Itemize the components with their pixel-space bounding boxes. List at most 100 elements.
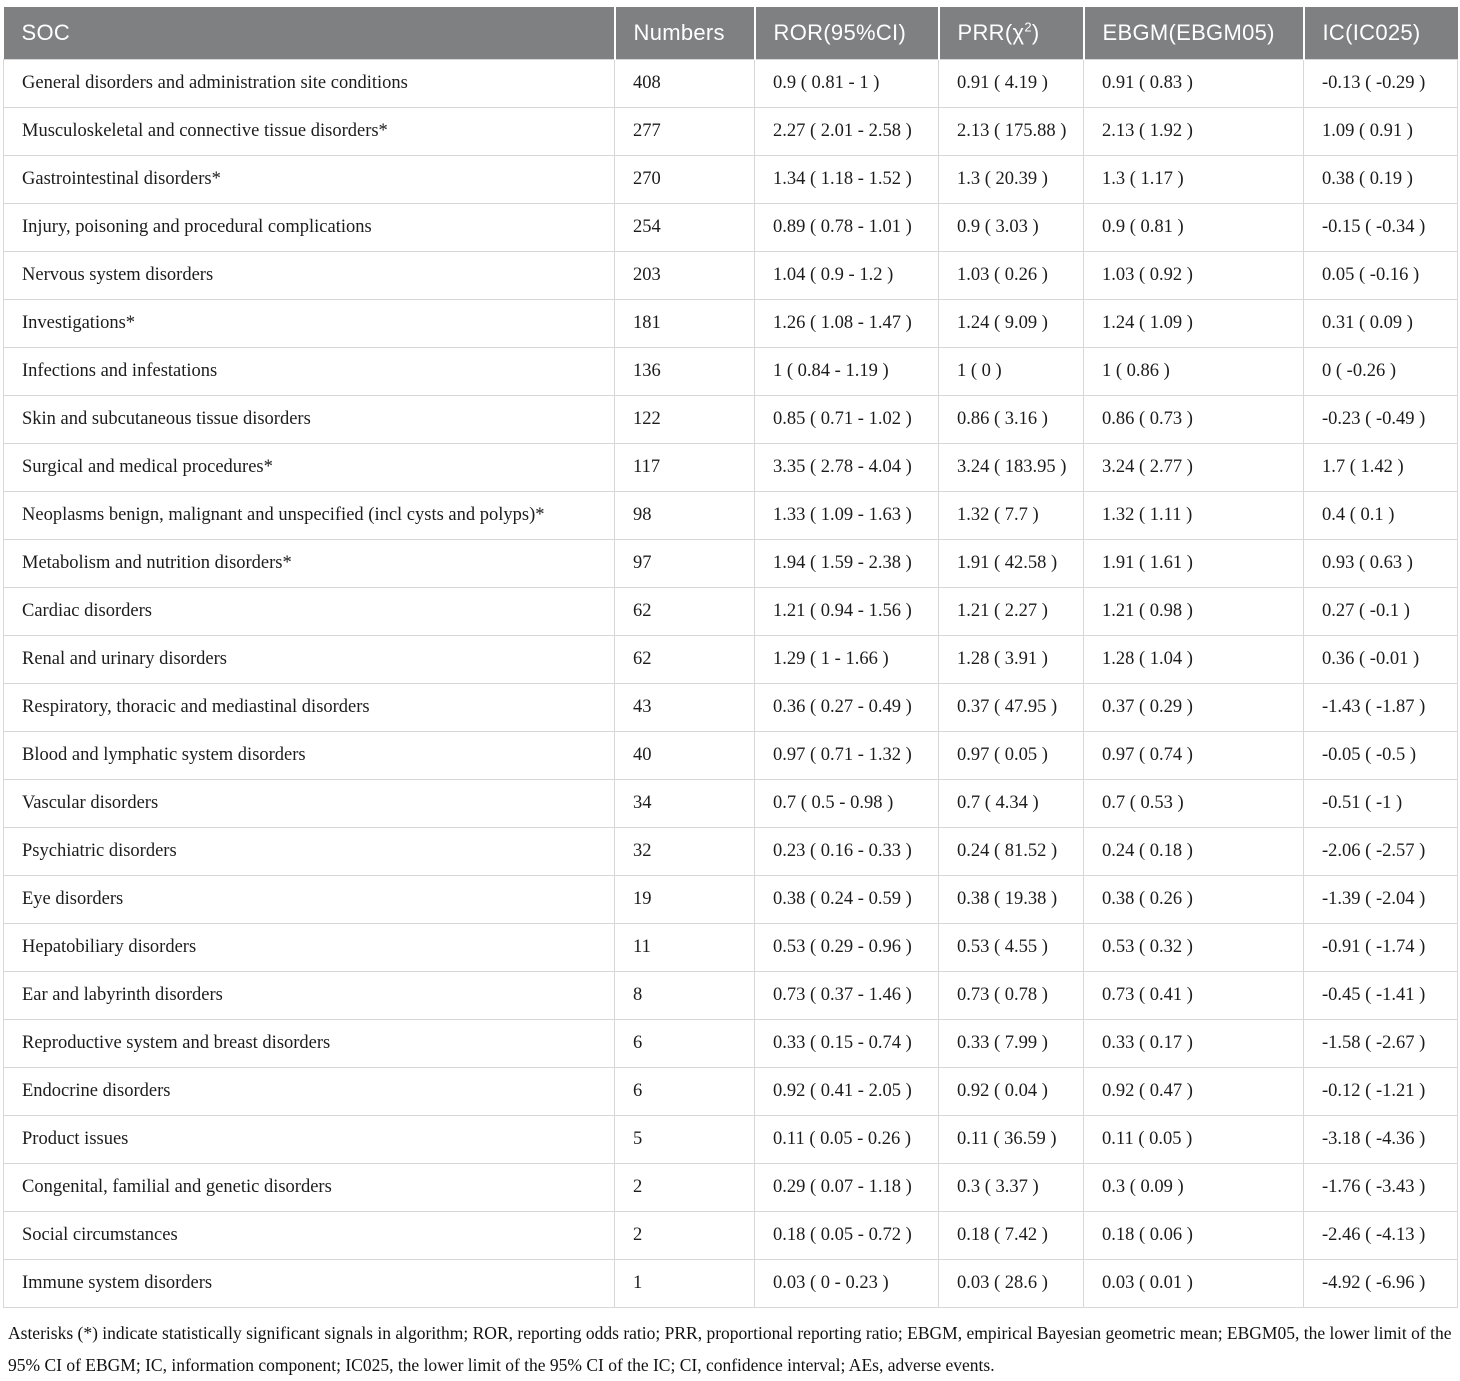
cell-ror: 0.23 ( 0.16 - 0.33 ) [754, 827, 939, 876]
col-header-ic: IC(IC025) [1303, 7, 1458, 60]
cell-ror: 0.92 ( 0.41 - 2.05 ) [754, 1067, 939, 1116]
table-header: SOC Numbers ROR(95%CI) PRR(χ2) EBGM(EBGM… [3, 7, 1458, 60]
cell-ror: 0.73 ( 0.37 - 1.46 ) [754, 971, 939, 1020]
cell-ror: 1 ( 0.84 - 1.19 ) [754, 347, 939, 396]
cell-ic: -0.51 ( -1 ) [1303, 779, 1458, 828]
cell-ic: -4.92 ( -6.96 ) [1303, 1259, 1458, 1308]
table-row: Endocrine disorders 6 0.92 ( 0.41 - 2.05 )… [3, 1067, 1458, 1116]
cell-ebgm: 1.21 ( 0.98 ) [1083, 587, 1304, 636]
cell-ror: 1.26 ( 1.08 - 1.47 ) [754, 299, 939, 348]
table-row: Respiratory, thoracic and mediastinal di… [3, 683, 1458, 732]
col-header-prr-superscript: 2 [1024, 19, 1032, 35]
cell-soc: Gastrointestinal disorders* [3, 155, 615, 204]
table-row: Eye disorders 19 0.38 ( 0.24 - 0.59 ) 0.38 … [3, 875, 1458, 924]
col-header-numbers: Numbers [614, 7, 756, 60]
cell-prr: 0.33 ( 7.99 ) [938, 1019, 1084, 1068]
table-row: Renal and urinary disorders 62 1.29 ( 1 - … [3, 635, 1458, 684]
cell-numbers: 40 [614, 731, 755, 780]
cell-ror: 0.18 ( 0.05 - 0.72 ) [754, 1211, 939, 1260]
cell-ebgm: 0.03 ( 0.01 ) [1083, 1259, 1304, 1308]
cell-ic: 0.4 ( 0.1 ) [1303, 491, 1458, 540]
cell-ror: 0.9 ( 0.81 - 1 ) [754, 59, 939, 108]
cell-soc: Vascular disorders [3, 779, 615, 828]
cell-soc: Musculoskeletal and connective tissue di… [3, 107, 615, 156]
cell-ror: 0.29 ( 0.07 - 1.18 ) [754, 1163, 939, 1212]
cell-ror: 3.35 ( 2.78 - 4.04 ) [754, 443, 939, 492]
cell-numbers: 1 [614, 1259, 755, 1308]
cell-soc: Skin and subcutaneous tissue disorders [3, 395, 615, 444]
cell-prr: 1.21 ( 2.27 ) [938, 587, 1084, 636]
cell-soc: Blood and lymphatic system disorders [3, 731, 615, 780]
cell-soc: Metabolism and nutrition disorders* [3, 539, 615, 588]
cell-ic: -0.12 ( -1.21 ) [1303, 1067, 1458, 1116]
cell-ror: 0.85 ( 0.71 - 1.02 ) [754, 395, 939, 444]
cell-prr: 1.28 ( 3.91 ) [938, 635, 1084, 684]
cell-prr: 0.9 ( 3.03 ) [938, 203, 1084, 252]
table-row: Blood and lymphatic system disorders 40 0.… [3, 731, 1458, 780]
table-row: Product issues 5 0.11 ( 0.05 - 0.26 ) 0.11 … [3, 1115, 1458, 1164]
cell-soc: Cardiac disorders [3, 587, 615, 636]
cell-numbers: 43 [614, 683, 755, 732]
cell-ror: 1.94 ( 1.59 - 2.38 ) [754, 539, 939, 588]
cell-ebgm: 1.03 ( 0.92 ) [1083, 251, 1304, 300]
cell-soc: Product issues [3, 1115, 615, 1164]
cell-ic: 0.93 ( 0.63 ) [1303, 539, 1458, 588]
cell-soc: Nervous system disorders [3, 251, 615, 300]
table-row: Nervous system disorders 203 1.04 ( 0.9 - … [3, 251, 1458, 300]
col-header-ebgm-label: EBGM(EBGM05) [1102, 20, 1275, 45]
cell-soc: Hepatobiliary disorders [3, 923, 615, 972]
cell-soc: Infections and infestations [3, 347, 615, 396]
col-header-ror: ROR(95%CI) [754, 7, 940, 60]
cell-ror: 0.89 ( 0.78 - 1.01 ) [754, 203, 939, 252]
cell-numbers: 136 [614, 347, 755, 396]
cell-numbers: 277 [614, 107, 755, 156]
cell-prr: 1.3 ( 20.39 ) [938, 155, 1084, 204]
cell-prr: 0.92 ( 0.04 ) [938, 1067, 1084, 1116]
cell-soc: Neoplasms benign, malignant and unspecif… [3, 491, 615, 540]
table-row: Skin and subcutaneous tissue disorders 12… [3, 395, 1458, 444]
soc-signal-table: SOC Numbers ROR(95%CI) PRR(χ2) EBGM(EBGM… [3, 7, 1458, 1308]
cell-numbers: 98 [614, 491, 755, 540]
col-header-prr-label-pre: PRR(χ [957, 20, 1025, 45]
table-row: General disorders and administration sit… [3, 59, 1458, 108]
cell-ic: -1.43 ( -1.87 ) [1303, 683, 1458, 732]
table-footnote: Asterisks (*) indicate statistically sig… [8, 1323, 1452, 1375]
cell-ebgm: 1.3 ( 1.17 ) [1083, 155, 1304, 204]
cell-ror: 1.29 ( 1 - 1.66 ) [754, 635, 939, 684]
cell-prr: 0.38 ( 19.38 ) [938, 875, 1084, 924]
cell-ror: 0.38 ( 0.24 - 0.59 ) [754, 875, 939, 924]
cell-ic: -0.45 ( -1.41 ) [1303, 971, 1458, 1020]
cell-ebgm: 1.32 ( 1.11 ) [1083, 491, 1304, 540]
table-row: Reproductive system and breast disorders… [3, 1019, 1458, 1068]
cell-numbers: 254 [614, 203, 755, 252]
cell-prr: 2.13 ( 175.88 ) [938, 107, 1084, 156]
table-row: Injury, poisoning and procedural complic… [3, 203, 1458, 252]
cell-prr: 0.7 ( 4.34 ) [938, 779, 1084, 828]
cell-ror: 1.34 ( 1.18 - 1.52 ) [754, 155, 939, 204]
cell-ic: -1.39 ( -2.04 ) [1303, 875, 1458, 924]
cell-ic: 0.31 ( 0.09 ) [1303, 299, 1458, 348]
cell-ic: -1.76 ( -3.43 ) [1303, 1163, 1458, 1212]
cell-prr: 0.86 ( 3.16 ) [938, 395, 1084, 444]
cell-prr: 1.91 ( 42.58 ) [938, 539, 1084, 588]
cell-numbers: 34 [614, 779, 755, 828]
table-row: Infections and infestations 136 1 ( 0.84 -… [3, 347, 1458, 396]
table-body: General disorders and administration sit… [3, 59, 1458, 1308]
cell-soc: Injury, poisoning and procedural complic… [3, 203, 615, 252]
cell-numbers: 2 [614, 1211, 755, 1260]
cell-ic: -0.91 ( -1.74 ) [1303, 923, 1458, 972]
cell-numbers: 203 [614, 251, 755, 300]
cell-ic: -1.58 ( -2.67 ) [1303, 1019, 1458, 1068]
cell-ror: 0.11 ( 0.05 - 0.26 ) [754, 1115, 939, 1164]
cell-numbers: 408 [614, 59, 755, 108]
cell-soc: Psychiatric disorders [3, 827, 615, 876]
table-row: Hepatobiliary disorders 11 0.53 ( 0.29 - 0… [3, 923, 1458, 972]
cell-ic: -0.23 ( -0.49 ) [1303, 395, 1458, 444]
table-row: Vascular disorders 34 0.7 ( 0.5 - 0.98 ) 0.… [3, 779, 1458, 828]
table-row: Musculoskeletal and connective tissue di… [3, 107, 1458, 156]
col-header-soc-label: SOC [21, 20, 71, 45]
cell-soc: General disorders and administration sit… [3, 59, 615, 108]
cell-ebgm: 0.38 ( 0.26 ) [1083, 875, 1304, 924]
cell-soc: Social circumstances [3, 1211, 615, 1260]
cell-ebgm: 0.9 ( 0.81 ) [1083, 203, 1304, 252]
